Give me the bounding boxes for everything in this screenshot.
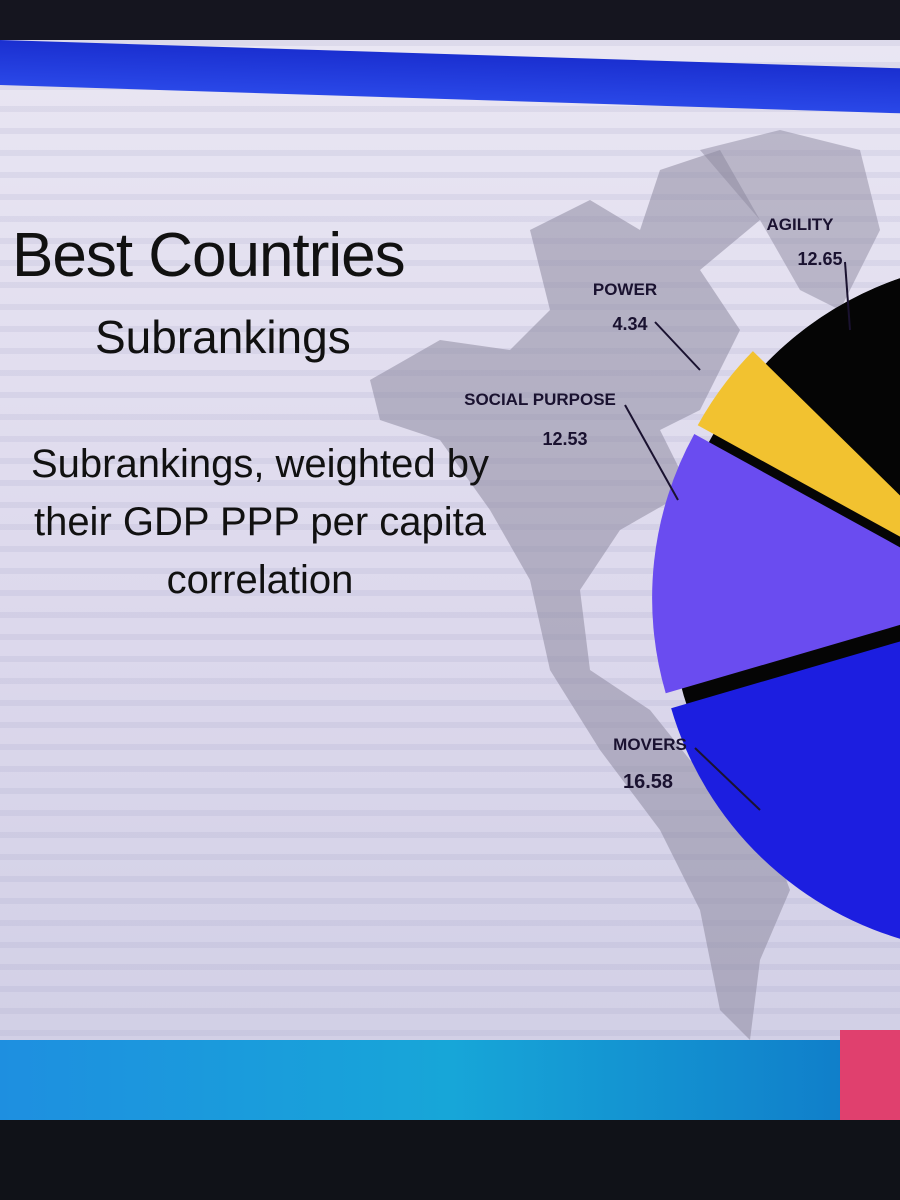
slice-label: AGILITY (766, 215, 834, 234)
slice-label: SOCIAL PURPOSE (464, 390, 616, 409)
taskbar-item (840, 1030, 900, 1120)
leader-line (844, 261, 851, 331)
slice-value-label: 4.34 (612, 314, 647, 334)
pie-slice-power (697, 351, 900, 537)
leader-line (694, 747, 761, 811)
world-map-background (370, 130, 880, 1040)
leader-line (654, 321, 701, 371)
screen-bezel-bottom (0, 1120, 900, 1200)
taskbar (0, 1040, 900, 1120)
pie-slice-social-purpose (652, 434, 900, 694)
screen-bezel-top (0, 0, 900, 40)
slice-value-label: 16.58 (623, 771, 673, 793)
pie-slice-movers (671, 641, 900, 939)
pie-chart: AGILITY 12.65 POWER 4.34 SOCIAL PURPOSE 12.53… (464, 215, 900, 939)
slice-label: POWER (593, 280, 657, 299)
slide-description: Subrankings, weighted by their GDP PPP p… (30, 442, 490, 602)
slice-label: MOVERS (613, 735, 687, 754)
slide: Best Countries Subrankings Subrankings, … (0, 40, 900, 1040)
slide-subtitle: Subrankings (95, 311, 351, 363)
pie-slice-agility (767, 278, 900, 493)
slice-value-label: 12.65 (797, 249, 842, 269)
leader-line (624, 404, 679, 501)
slice-value-label: 12.53 (542, 429, 587, 449)
slide-title: Best Countries (12, 221, 406, 290)
